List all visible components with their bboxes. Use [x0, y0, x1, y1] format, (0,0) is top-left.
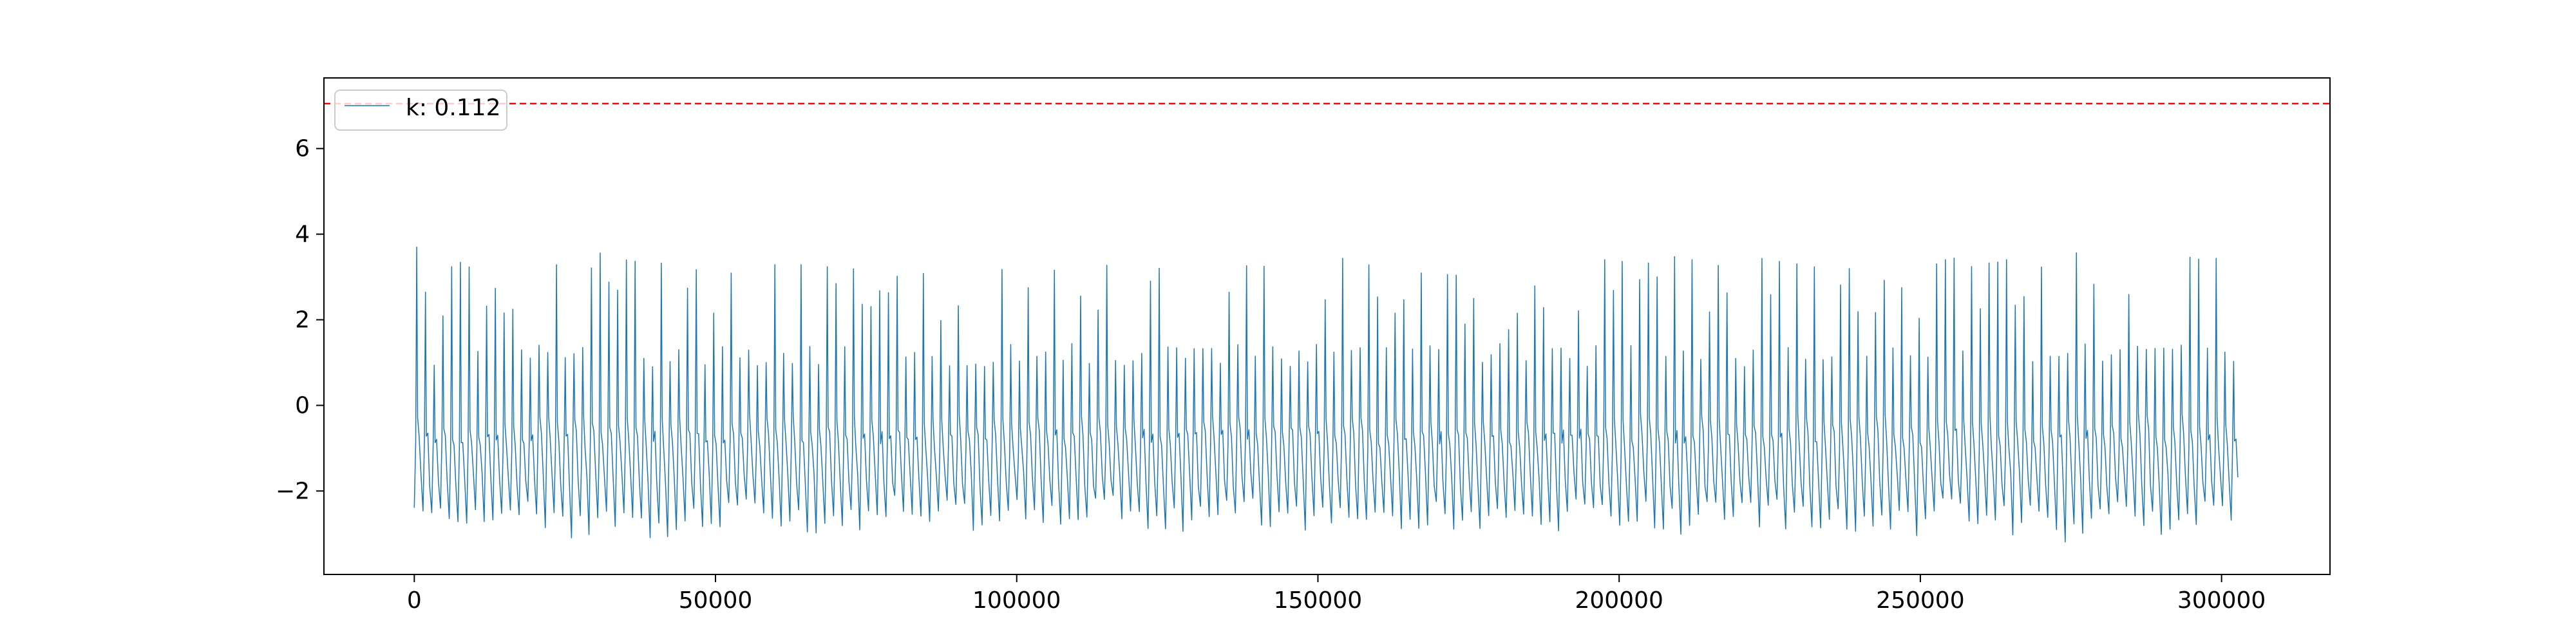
legend-label: k: 0.112	[406, 95, 500, 121]
plot-area	[324, 78, 2330, 574]
x-tick-label: 0	[407, 587, 422, 614]
x-axis: 0 50000 100000 150000 200000 250000 300000	[407, 574, 2266, 614]
plot-frame	[323, 77, 2331, 575]
legend: k: 0.112	[334, 90, 507, 131]
series-layer	[413, 246, 2239, 543]
legend-box	[334, 90, 507, 131]
x-tick-label: 50000	[679, 587, 753, 614]
y-tick-label: 2	[295, 307, 310, 334]
x-tick-label: 300000	[2177, 587, 2266, 614]
y-tick-label: 0	[295, 392, 310, 419]
x-tick-label: 200000	[1575, 587, 1663, 614]
y-tick-label: 4	[295, 222, 310, 248]
y-tick-label: −2	[276, 478, 310, 504]
x-tick-label: 250000	[1876, 587, 1964, 614]
x-tick-label: 100000	[972, 587, 1061, 614]
series-line	[413, 246, 2239, 543]
y-axis: −2 0 2 4 6	[276, 136, 324, 504]
y-tick-label: 6	[295, 136, 310, 162]
x-tick-label: 150000	[1274, 587, 1362, 614]
